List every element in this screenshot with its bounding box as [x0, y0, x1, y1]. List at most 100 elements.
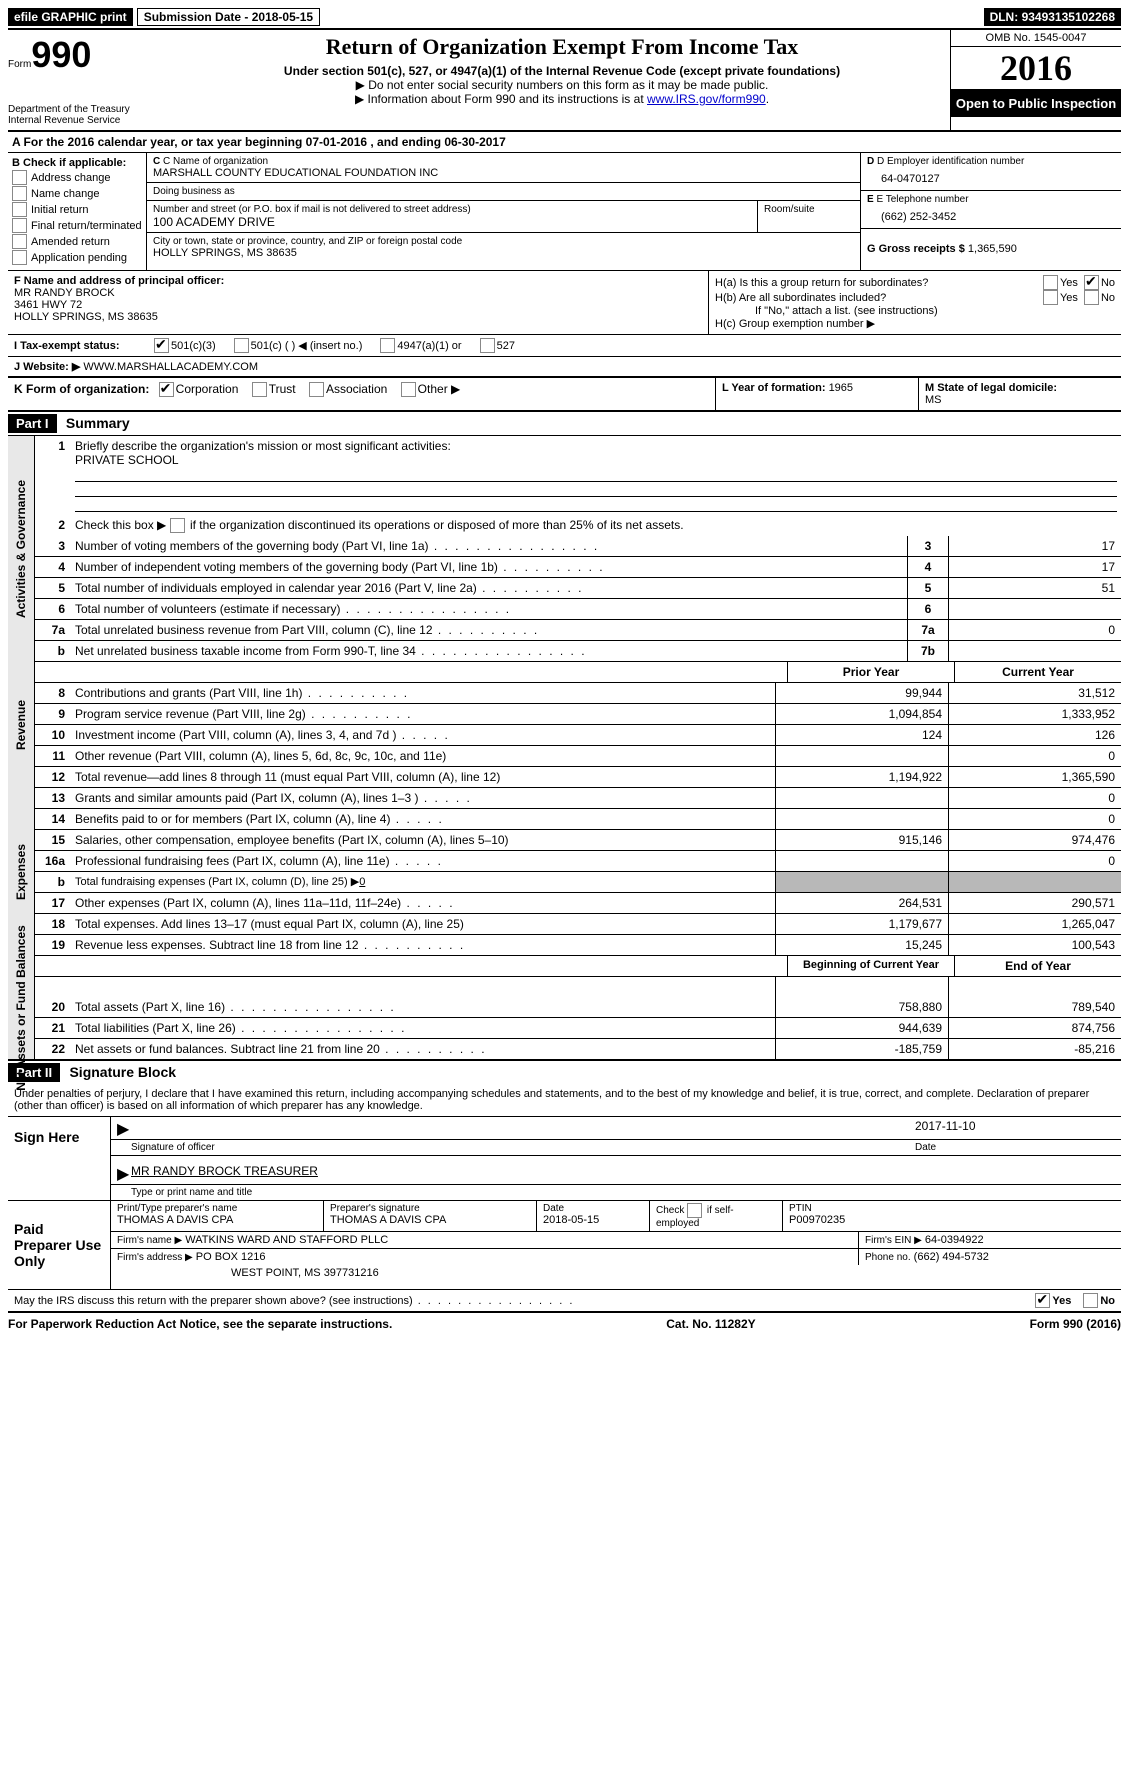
firm-address-2: WEST POINT, MS 397731216: [111, 1265, 1121, 1281]
fundraising-total: 0: [359, 876, 365, 888]
prior-13: [775, 788, 948, 808]
checkbox-trust[interactable]: [252, 382, 267, 397]
end-21: 874,756: [948, 1018, 1121, 1038]
checkbox-ha-yes[interactable]: [1043, 275, 1058, 290]
prior-19: 15,245: [775, 935, 948, 955]
part-i-header: Part I Summary: [8, 412, 1121, 436]
officer-name: MR RANDY BROCK: [14, 287, 702, 299]
prior-14: [775, 809, 948, 829]
form-title: Return of Organization Exempt From Incom…: [182, 34, 942, 60]
line-i: I Tax-exempt status: 501(c)(3) 501(c) ( …: [8, 335, 1121, 357]
checkbox-self-employed[interactable]: [687, 1203, 702, 1218]
ptin: P00970235: [789, 1214, 1115, 1226]
checkbox-application-pending[interactable]: [12, 250, 27, 265]
checkbox-discuss-yes[interactable]: [1035, 1293, 1050, 1308]
checkbox-address-change[interactable]: [12, 170, 27, 185]
checkbox-initial-return[interactable]: [12, 202, 27, 217]
section-b-c-d: B Check if applicable: Address change Na…: [8, 153, 1121, 271]
street-address: 100 ACADEMY DRIVE: [153, 215, 751, 229]
firm-address-1: PO BOX 1216: [196, 1251, 266, 1263]
open-to-public: Open to Public Inspection: [951, 90, 1121, 117]
sign-arrow-icon-2: ▶: [117, 1164, 131, 1184]
expenses-section: Expenses 13Grants and similar amounts pa…: [8, 788, 1121, 956]
prior-18: 1,179,677: [775, 914, 948, 934]
checkbox-4947[interactable]: [380, 338, 395, 353]
end-20: 789,540: [948, 997, 1121, 1017]
firm-ein: 64-0394922: [925, 1234, 984, 1246]
line-a: A For the 2016 calendar year, or tax yea…: [8, 132, 1121, 153]
efile-badge: efile GRAPHIC print: [8, 8, 133, 26]
curr-8: 31,512: [948, 683, 1121, 703]
preparer-date: 2018-05-15: [543, 1214, 643, 1226]
irs-label: Internal Revenue Service: [8, 115, 168, 126]
curr-11: 0: [948, 746, 1121, 766]
dln-badge: DLN: 93493135102268: [984, 8, 1121, 26]
checkbox-501c3[interactable]: [154, 338, 169, 353]
prior-17: 264,531: [775, 893, 948, 913]
telephone: (662) 252-3452: [867, 205, 1115, 225]
checkbox-discontinued[interactable]: [170, 518, 185, 533]
checkbox-ha-no[interactable]: [1084, 275, 1099, 290]
line-j: J Website: ▶ WWW.MARSHALLACADEMY.COM: [8, 357, 1121, 378]
prior-12: 1,194,922: [775, 767, 948, 787]
dept-treasury: Department of the Treasury: [8, 104, 168, 115]
beg-20: 758,880: [775, 997, 948, 1017]
curr-12: 1,365,590: [948, 767, 1121, 787]
revenue-section: Revenue Prior YearCurrent Year 8Contribu…: [8, 662, 1121, 788]
checkbox-corporation[interactable]: [159, 382, 174, 397]
form-header: Form990 Department of the Treasury Inter…: [8, 30, 1121, 132]
checkbox-527[interactable]: [480, 338, 495, 353]
mission-text: PRIVATE SCHOOL: [75, 453, 1117, 467]
val-3: 17: [948, 536, 1121, 556]
activities-governance: Activities & Governance 1 Briefly descri…: [8, 436, 1121, 662]
submission-date: Submission Date - 2018-05-15: [137, 8, 320, 26]
curr-16a: 0: [948, 851, 1121, 871]
col-b: B Check if applicable: Address change Na…: [8, 153, 147, 270]
beg-21: 944,639: [775, 1018, 948, 1038]
page-footer: For Paperwork Reduction Act Notice, see …: [8, 1313, 1121, 1331]
paid-preparer-block: Paid Preparer Use Only Print/Type prepar…: [8, 1201, 1121, 1290]
checkbox-association[interactable]: [309, 382, 324, 397]
curr-13: 0: [948, 788, 1121, 808]
preparer-signature: THOMAS A DAVIS CPA: [330, 1214, 530, 1226]
part-ii-header: Part II Signature Block: [8, 1061, 1121, 1084]
preparer-name: THOMAS A DAVIS CPA: [117, 1214, 317, 1226]
curr-10: 126: [948, 725, 1121, 745]
checkbox-amended-return[interactable]: [12, 234, 27, 249]
checkbox-name-change[interactable]: [12, 186, 27, 201]
curr-15: 974,476: [948, 830, 1121, 850]
city-state-zip: HOLLY SPRINGS, MS 38635: [153, 247, 854, 259]
checkbox-501c[interactable]: [234, 338, 249, 353]
officer-name-title: MR RANDY BROCK TREASURER: [131, 1164, 1115, 1184]
top-bar: efile GRAPHIC print Submission Date - 20…: [8, 8, 1121, 30]
firm-name: WATKINS WARD AND STAFFORD PLLC: [185, 1234, 388, 1246]
checkbox-final-return[interactable]: [12, 218, 27, 233]
sig-date: 2017-11-10: [915, 1119, 1115, 1139]
beg-22: -185,759: [775, 1039, 948, 1059]
tax-year: 2016: [951, 47, 1121, 90]
curr-14: 0: [948, 809, 1121, 829]
sign-arrow-icon: ▶: [117, 1119, 131, 1139]
org-name: MARSHALL COUNTY EDUCATIONAL FOUNDATION I…: [153, 167, 854, 179]
state-domicile: MS: [925, 394, 942, 406]
info-hint: ▶ Information about Form 990 and its ins…: [182, 92, 942, 106]
website-url: WWW.MARSHALLACADEMY.COM: [83, 361, 258, 373]
prior-10: 124: [775, 725, 948, 745]
irs-link[interactable]: www.IRS.gov/form990: [647, 92, 766, 106]
omb-number: OMB No. 1545-0047: [951, 30, 1121, 47]
checkbox-hb-no[interactable]: [1084, 290, 1099, 305]
checkbox-discuss-no[interactable]: [1083, 1293, 1098, 1308]
ssn-hint: ▶ Do not enter social security numbers o…: [182, 78, 942, 92]
col-d: D D Employer identification number 64-04…: [860, 153, 1121, 270]
form-number: 990: [31, 34, 91, 75]
firm-phone: (662) 494-5732: [914, 1251, 989, 1263]
val-6: [948, 599, 1121, 619]
officer-city: HOLLY SPRINGS, MS 38635: [14, 311, 702, 323]
prior-9: 1,094,854: [775, 704, 948, 724]
checkbox-hb-yes[interactable]: [1043, 290, 1058, 305]
curr-18: 1,265,047: [948, 914, 1121, 934]
line-k-l-m: K Form of organization: Corporation Trus…: [8, 378, 1121, 412]
val-5: 51: [948, 578, 1121, 598]
curr-9: 1,333,952: [948, 704, 1121, 724]
checkbox-other[interactable]: [401, 382, 416, 397]
